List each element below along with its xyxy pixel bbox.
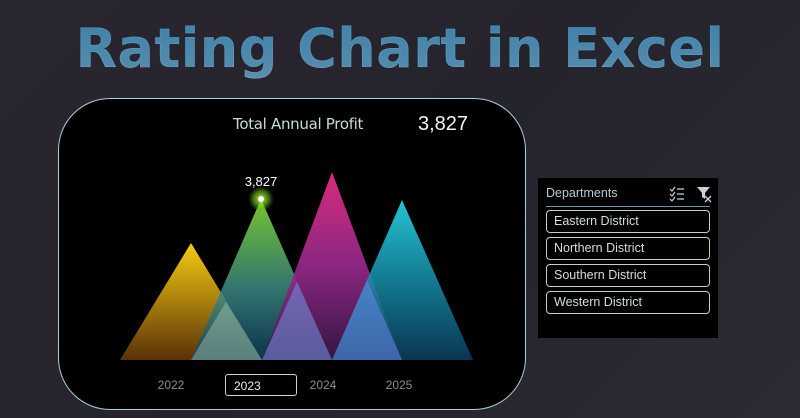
kpi-label: Total Annual Profit bbox=[233, 115, 364, 133]
year-2022-button[interactable]: 2022 bbox=[157, 378, 185, 392]
departments-slicer: Departments Eastern District Northern Di… bbox=[538, 178, 718, 338]
slicer-item-southern-district[interactable]: Southern District bbox=[546, 264, 710, 287]
clear-filter-icon[interactable] bbox=[696, 185, 714, 203]
slicer-item-western-district[interactable]: Western District bbox=[546, 291, 710, 314]
slicer-header: Departments bbox=[546, 184, 712, 207]
slicer-item-northern-district[interactable]: Northern District bbox=[546, 237, 710, 260]
highlight-point bbox=[258, 196, 264, 202]
highlight-data-label: 3,827 bbox=[245, 174, 278, 189]
multi-select-icon[interactable] bbox=[668, 185, 686, 203]
year-2023-button[interactable]: 2023 bbox=[225, 374, 297, 396]
slicer-title: Departments bbox=[546, 186, 618, 200]
page-title: Rating Chart in Excel bbox=[0, 14, 800, 84]
slicer-item-eastern-district[interactable]: Eastern District bbox=[546, 210, 710, 233]
year-2024-button[interactable]: 2024 bbox=[309, 378, 337, 392]
year-2025-button[interactable]: 2025 bbox=[385, 378, 413, 392]
kpi-value: 3,827 bbox=[418, 113, 469, 135]
